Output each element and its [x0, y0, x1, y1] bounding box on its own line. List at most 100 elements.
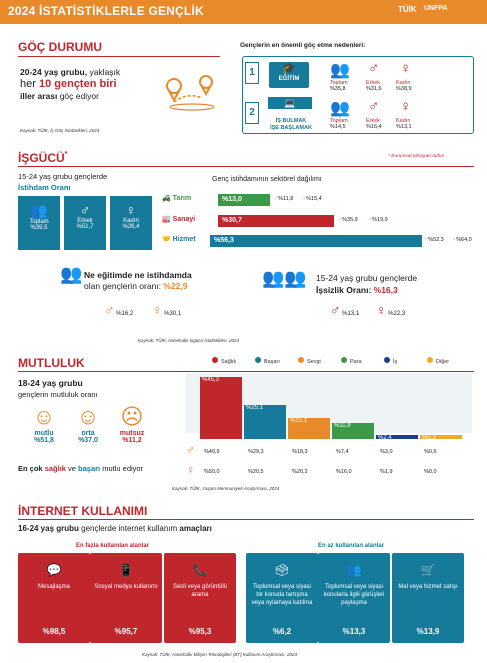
card-label: Toplumsal veya siyasi konularla ilgili g… — [323, 584, 385, 606]
job-label: İŞ BULMAK İŞE BAŞLAMAK — [270, 118, 312, 131]
bar-label: %45,3 — [202, 377, 220, 383]
employment-female: ♀ Kadın %26,4 — [110, 196, 152, 250]
face-sad: ☹ mutsuz %11,2 — [112, 404, 152, 444]
face-happy: ☺ mutlu %51,8 — [24, 404, 64, 444]
tractor-icon: 🚜 — [162, 195, 171, 202]
internet-card: 👥 Toplumsal veya siyasi konularla ilgili … — [318, 553, 390, 643]
legend-item: Sevgi — [298, 357, 321, 365]
mutluluk-sub2: gençlerin mutluluk oranı — [18, 390, 98, 399]
mutluluk-sub1: 18-24 yaş grubu — [18, 378, 83, 388]
internet-title: İNTERNET KULLANIMI — [18, 504, 148, 518]
bar-label: %11,9 — [334, 422, 351, 429]
female-value: %0,0 — [424, 469, 437, 475]
goc-title: GÖÇ DURUMU — [18, 40, 102, 54]
employment-sub2: İstihdam Oranı — [18, 183, 71, 192]
happiness-chart: %45,3 %40,9 %50,0 %25,1 %29,3 %20,5 %15,1 %18,3… — [186, 373, 472, 481]
reason-num-2: 2 — [245, 102, 259, 124]
divider — [18, 519, 474, 520]
card-value: %6,2 — [272, 627, 292, 636]
sector-m-sanayi: ♂%35,9 — [338, 217, 358, 223]
card-label: Sesli veya görüntülü arama — [172, 584, 228, 598]
most-title: En fazla kullanılan alanlar — [76, 543, 150, 549]
card-value: %98,5 — [42, 627, 66, 636]
sector-label-hizmet: 🤝 Hizmet — [162, 236, 196, 243]
person-icon: 👥 — [330, 100, 350, 117]
person-icon: 👥 — [330, 62, 350, 79]
legend-item: Başarı — [255, 357, 280, 365]
sector-bar-hizmet: %56,3 — [210, 235, 422, 247]
mutluluk-source: Kaynak: TÜİK, Yaşam Memnuniyeti Araştırm… — [172, 486, 280, 491]
female-icon: ♀ — [400, 60, 412, 77]
male-icon: ♂ — [368, 60, 380, 77]
service-icon: 🤝 — [162, 236, 171, 243]
reason-num-1: 1 — [245, 62, 259, 84]
chart-legend: Sağlık Başarı Sevgi Para İş Diğer — [212, 357, 482, 367]
bar-label: %15,1 — [290, 418, 308, 425]
female-value: %20,2 — [292, 469, 308, 475]
unfpa-logo: UNFPA — [424, 5, 448, 12]
female-value: %50,0 — [204, 469, 220, 475]
female-icon: ♀ — [125, 202, 137, 218]
legend-item: Sağlık — [212, 357, 236, 365]
goc-text: 20-24 yaş grubu, yaklaşık her 10 gençten… — [20, 67, 121, 101]
card-value: %13,9 — [416, 627, 440, 636]
card-label: Toplumsal veya siyasi bir konuda tartışm… — [251, 584, 313, 606]
male-value: %40,9 — [204, 449, 220, 455]
internet-card: 🗳 Toplumsal veya siyasi bir konuda tartış… — [246, 553, 318, 643]
legend-dot — [341, 357, 347, 363]
neet-text: Ne eğitimde ne istihdamda olan gençlerin… — [84, 270, 192, 291]
bar-label: %25,1 — [246, 404, 264, 411]
factory-icon: 🏭 — [162, 216, 171, 223]
male-value: %0,6 — [424, 449, 437, 455]
unemp-female: ♀ %22,3 — [376, 302, 406, 318]
divider — [18, 166, 474, 167]
unemp-male: ♂ %13,1 — [330, 302, 360, 318]
legend-dot — [427, 357, 433, 363]
internet-card: 💬 Mesajlaşma %98,5 — [18, 553, 90, 643]
unemployment-text: 15-24 yaş grubu gençlerde İşsizlik Oranı… — [316, 273, 418, 295]
reasons-title: Gençlerin en önemli göç etme nedenleri: — [240, 42, 366, 49]
legend-dot — [384, 357, 390, 363]
cart-icon: 🛒 — [420, 563, 436, 577]
female-value: %20,5 — [248, 469, 264, 475]
tuik-logo: TÜİK — [398, 5, 417, 14]
bar-3: %11,9 — [332, 422, 374, 439]
job-badge: 💻 — [268, 97, 312, 119]
card-label: Sosyal medya kullanımı — [94, 584, 158, 590]
male-value: %29,3 — [248, 449, 264, 455]
chat-icon: 💬 — [46, 563, 62, 577]
reasons-box — [242, 56, 474, 134]
divider — [18, 371, 474, 372]
sector-f-tarim: ♀%15,4 — [302, 196, 322, 202]
sector-bar-sanayi: %30,7 — [218, 215, 334, 227]
sector-label-sanayi: 🏭 Sanayi — [162, 216, 196, 223]
internet-card: 🛒 Mal veya hizmet satışı %13,9 — [392, 553, 464, 643]
sector-f-hizmet: ♀%64,0 — [452, 237, 472, 243]
card-label: Mal veya hizmet satışı — [398, 584, 458, 590]
legend-item: Diğer — [427, 357, 449, 365]
least-title: En az kullanılan alanlar — [318, 543, 385, 549]
isgucu-title: İŞGÜCÜ* — [18, 151, 68, 165]
legend-dot — [255, 357, 261, 363]
bar-4: %2,4 — [376, 435, 418, 441]
employment-male: ♂ Erkek %51,7 — [64, 196, 106, 250]
sector-bar-tarim: %13,0 — [218, 194, 270, 206]
employment-boxes: 👥 Toplam %39,5 ♂ Erkek %51,7 ♀ Kadın %26,4 — [18, 196, 154, 250]
internet-card: 📱 Sosyal medya kullanımı %95,7 — [90, 553, 162, 643]
bar-0: %45,3 — [200, 377, 242, 439]
face-neutral: ☺ orta %37,0 — [68, 404, 108, 444]
card-value: %95,3 — [188, 627, 212, 636]
graduation-cap-icon: 🎓 — [282, 63, 296, 75]
male-icon: ♂ — [186, 443, 195, 457]
legend-dot — [298, 357, 304, 363]
faces-row: ☺ mutlu %51,8 ☺ orta %37,0 ☹ mutsuz %11,… — [24, 404, 174, 454]
female-icon: ♀ — [400, 98, 412, 115]
person-icon: 👥 — [30, 202, 48, 218]
smile-icon: ☺ — [32, 404, 56, 429]
crowd-icon: 👥👥 — [262, 268, 307, 288]
isgucu-note: * Kurumsal olmayan nüfus — [388, 154, 444, 159]
bar-label: %2,4 — [378, 435, 392, 441]
card-value: %13,3 — [342, 627, 366, 636]
internet-source: Kaynak: TÜİK, Hanehalkı Bilişim Teknoloj… — [142, 652, 297, 657]
internet-card: 📞 Sesli veya görüntülü arama %95,3 — [164, 553, 236, 643]
